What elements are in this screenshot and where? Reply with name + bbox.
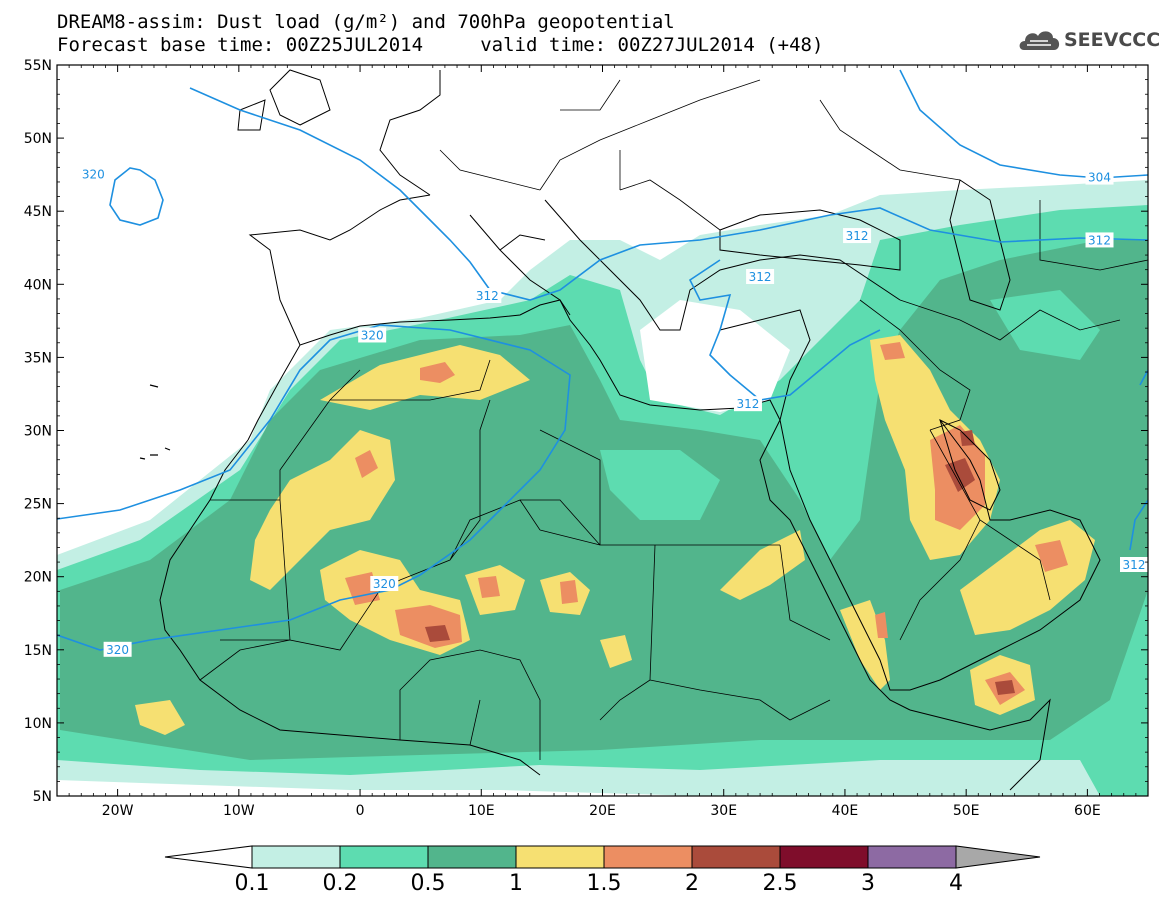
- contour-label-text: 312: [737, 397, 760, 411]
- dust-field: [57, 180, 1148, 796]
- colorbar-label: 3: [861, 871, 875, 896]
- lon-label: 50E: [953, 803, 980, 819]
- contour-label-text: 304: [1088, 171, 1111, 185]
- contour-label-text: 320: [82, 168, 105, 182]
- lon-label: 10W: [223, 803, 255, 819]
- axis-ticks: [57, 64, 1148, 797]
- colorbar-segment: [867, 845, 957, 869]
- contour-label-bg: [358, 327, 387, 343]
- contour-label: 312: [843, 228, 872, 244]
- colorbar-label: 2.5: [763, 871, 798, 896]
- colorbar: 0.1 0.2 0.5 1 1.5 2 2.5 3 4: [164, 845, 1041, 896]
- contour-label: 312: [1085, 232, 1114, 248]
- contour-label: 312: [746, 268, 775, 284]
- lon-label: 60E: [1074, 803, 1101, 819]
- lat-label: 5N: [33, 789, 52, 805]
- lat-label: 10N: [24, 716, 52, 732]
- contour-label-text: 320: [106, 643, 129, 657]
- contour-labels: 320 320 320 320 312 312 312 312 312 304 312: [79, 166, 1148, 657]
- lat-label: 55N: [24, 58, 52, 74]
- colorbar-segment: [251, 845, 341, 869]
- colorbar-under-triangle: [164, 845, 253, 869]
- colorbar-segment: [339, 845, 429, 869]
- contour-label: 312: [473, 287, 502, 303]
- contour-label: 320: [103, 641, 132, 657]
- contour-label-text: 312: [1088, 233, 1111, 247]
- colorbar-segment: [691, 845, 781, 869]
- colorbar-label: 4: [949, 871, 963, 896]
- seevccc-logo: SEEVCCC: [1018, 24, 1161, 58]
- lon-label: 20E: [589, 803, 616, 819]
- colorbar-segment: [779, 845, 869, 869]
- contour-label: 304: [1085, 169, 1114, 185]
- lon-label: 30E: [710, 803, 737, 819]
- colorbar-label: 2: [685, 871, 699, 896]
- contour-label-text: 320: [373, 577, 396, 591]
- contour-label-bg: [473, 287, 502, 303]
- contour-label-text: 312: [749, 270, 772, 284]
- colorbar-segment: [427, 845, 517, 869]
- colorbar-over-triangle: [955, 845, 1041, 869]
- colorbar-segment: [515, 845, 605, 869]
- lat-label: 15N: [24, 643, 52, 659]
- contour-label: 320: [79, 166, 108, 182]
- contour-label: 320: [370, 576, 399, 592]
- lat-label: 20N: [24, 570, 52, 586]
- lat-label: 30N: [24, 424, 52, 440]
- lon-label: 20W: [102, 803, 134, 819]
- lon-label: 10E: [468, 803, 495, 819]
- lat-label: 45N: [24, 204, 52, 220]
- axis-labels: 55N 50N 45N 40N 35N 30N 25N 20N 15N 10N 5N 20W 10W 0 1…: [24, 58, 1101, 819]
- colorbar-label: 1: [509, 871, 523, 896]
- contour-label-bg: [1085, 169, 1114, 185]
- contour-label-bg: [1120, 557, 1148, 573]
- contour-label: 312: [1120, 557, 1148, 573]
- lon-label: 0: [356, 803, 365, 819]
- lat-label: 50N: [24, 131, 52, 147]
- contour-label-bg: [79, 166, 108, 182]
- colorbar-label: 0.5: [411, 871, 446, 896]
- contour-label-bg: [746, 268, 775, 284]
- map-title: DREAM8-assim: Dust load (g/m²) and 700hP…: [57, 11, 675, 33]
- colorbar-label: 0.1: [235, 871, 270, 896]
- colorbar-label: 1.5: [587, 871, 622, 896]
- contour-label-bg: [843, 228, 872, 244]
- lat-label: 35N: [24, 350, 52, 366]
- contour-label-text: 312: [1123, 558, 1146, 572]
- lat-label: 40N: [24, 277, 52, 293]
- borders: [199, 79, 1148, 760]
- colorbar-label: 0.2: [323, 871, 358, 896]
- logo-text: SEEVCCC: [1064, 29, 1161, 51]
- contour-label-text: 312: [476, 289, 499, 303]
- cloud-logo-icon: [1019, 31, 1060, 50]
- contour-label-text: 320: [361, 328, 384, 342]
- geopotential-contours: [57, 69, 1148, 651]
- contour-label: 320: [358, 327, 387, 343]
- lon-label: 40E: [832, 803, 859, 819]
- forecast-times: Forecast base time: 00Z25JUL2014 valid t…: [57, 34, 824, 56]
- contour-label-text: 312: [846, 229, 869, 243]
- contour-label: 312: [733, 396, 762, 412]
- contour-label-bg: [733, 396, 762, 412]
- contour-label-bg: [370, 576, 399, 592]
- coastlines: [139, 69, 1101, 791]
- lat-label: 25N: [24, 497, 52, 513]
- contour-label-bg: [103, 641, 132, 657]
- colorbar-segment: [603, 845, 693, 869]
- contour-label-bg: [1085, 232, 1114, 248]
